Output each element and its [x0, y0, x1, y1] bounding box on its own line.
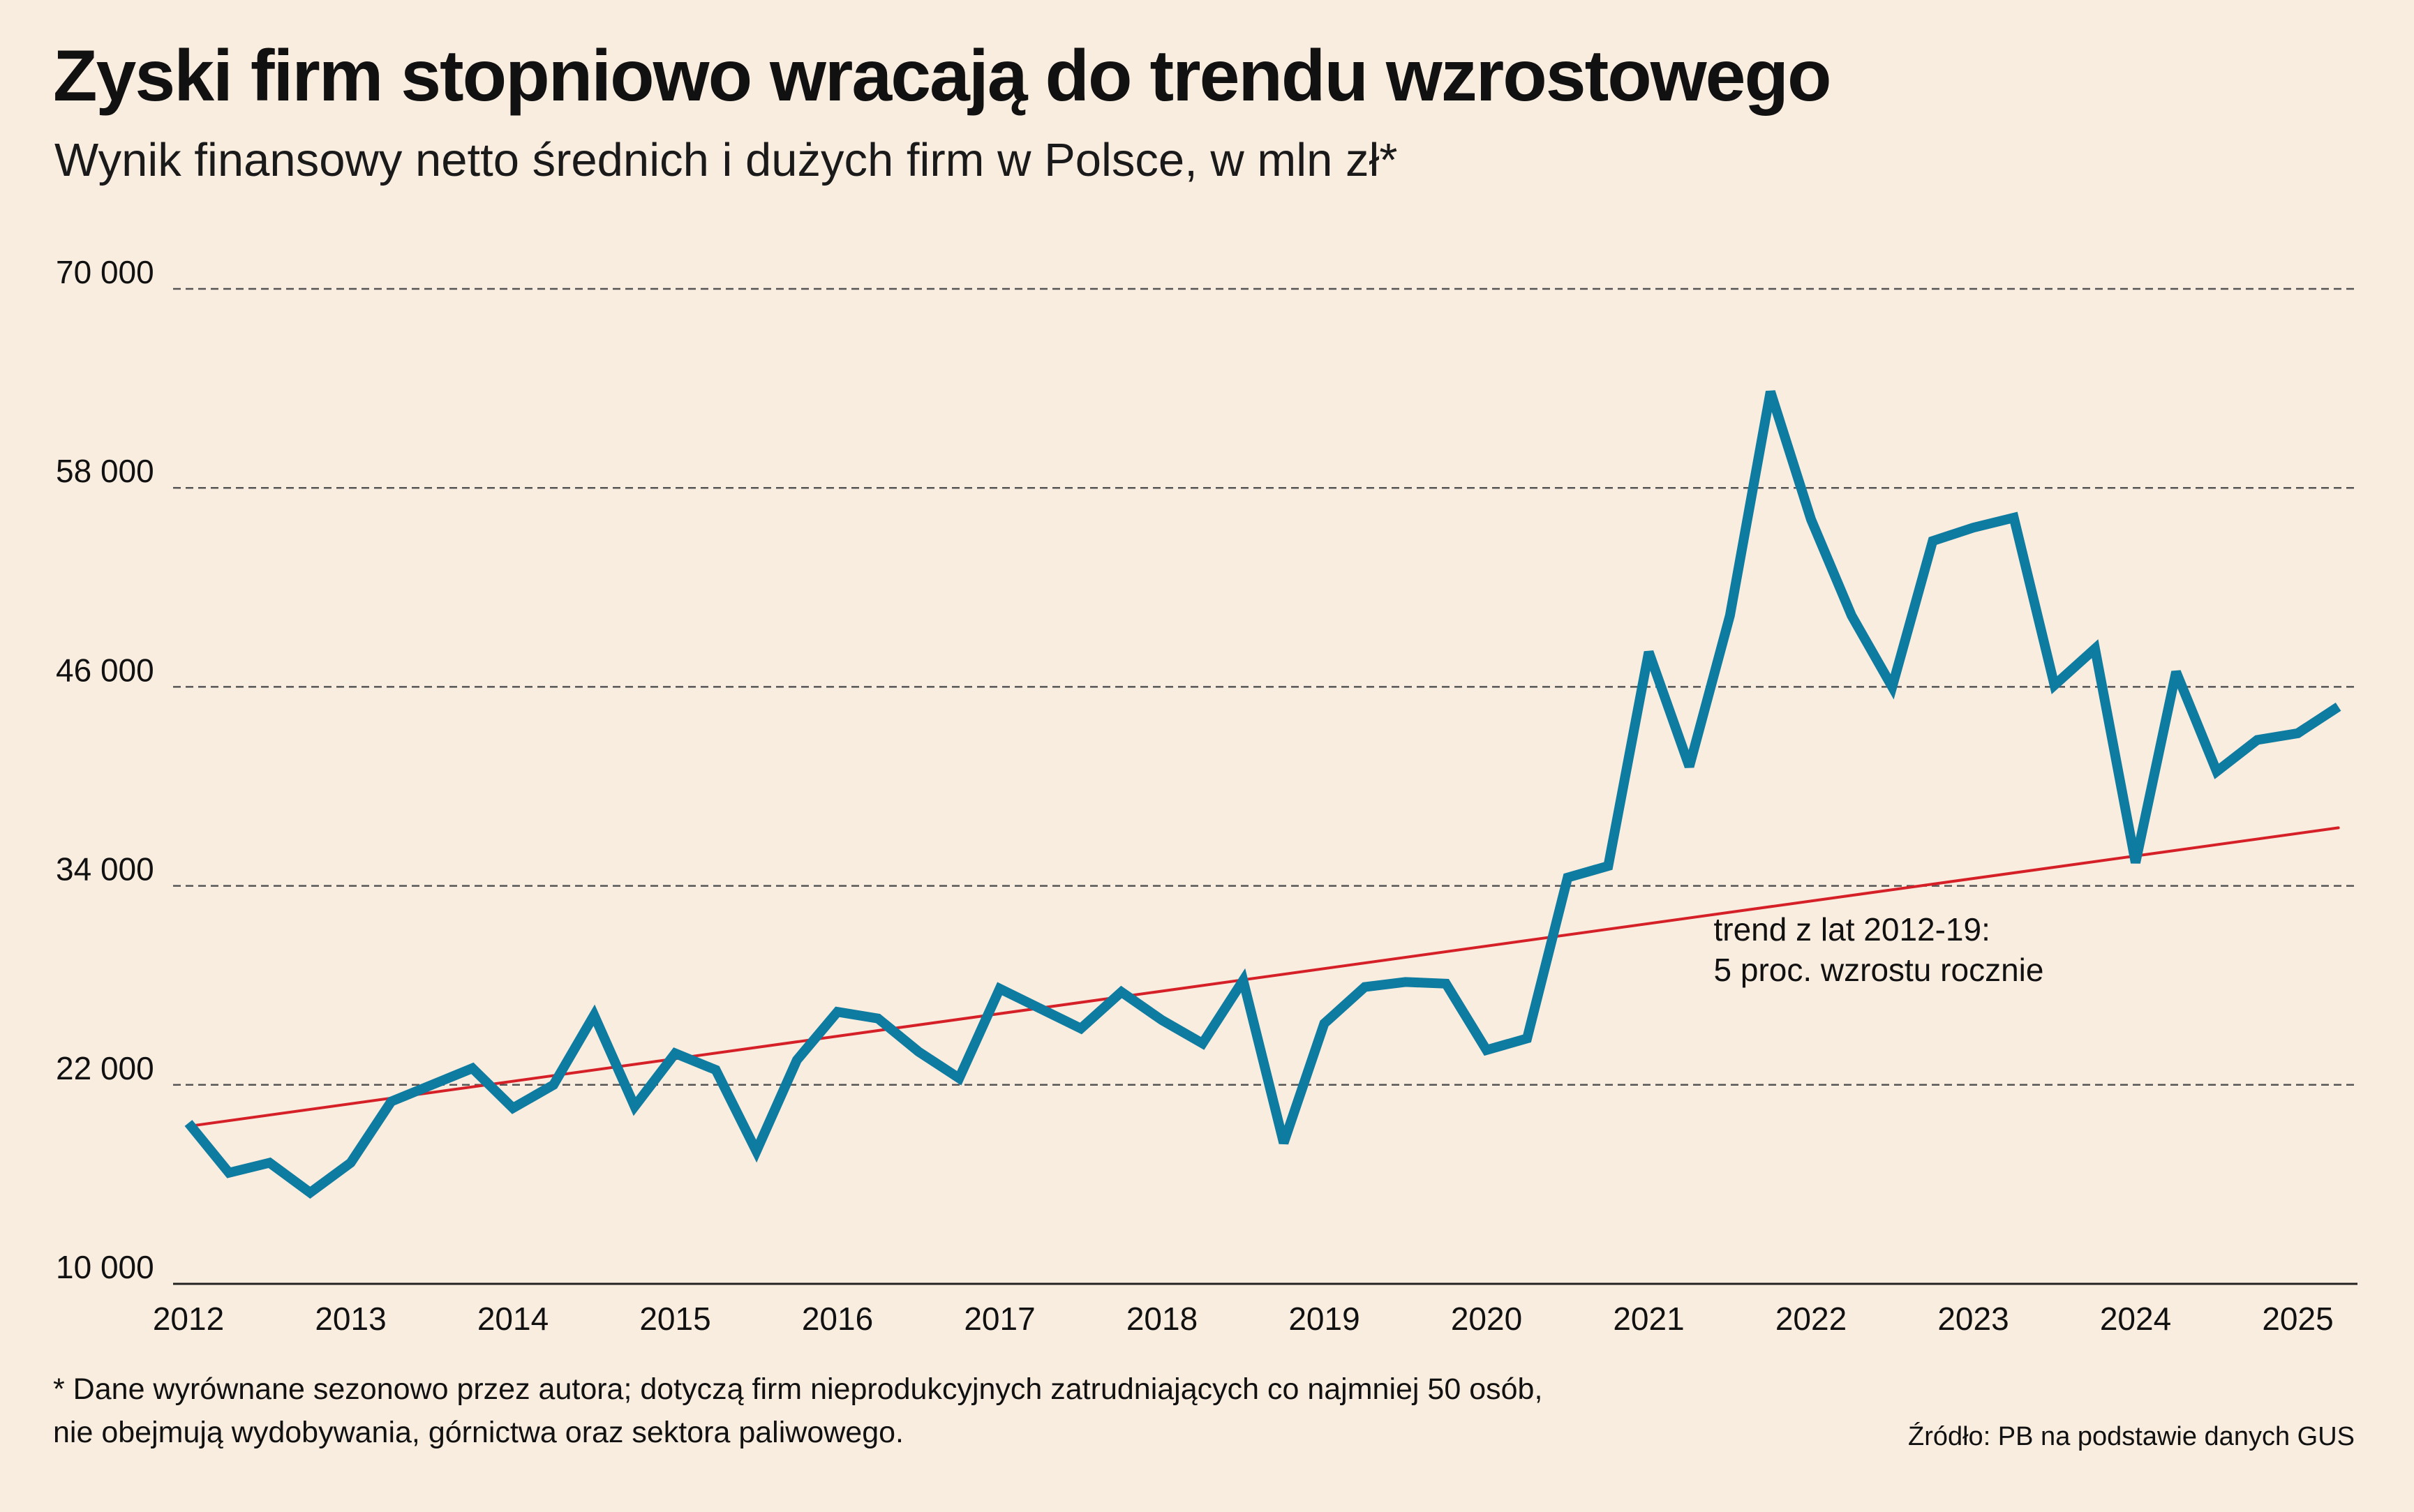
x-tick-label: 2014: [477, 1301, 549, 1337]
x-tick-label: 2019: [1288, 1301, 1359, 1337]
trend-annotation-line-2: 5 proc. wzrostu rocznie: [1714, 952, 2044, 988]
y-axis-labels: 10 000 22 000 34 000 46 000 58 000 70 000: [56, 254, 154, 1285]
x-tick-label: 2024: [2100, 1301, 2171, 1337]
footnote: * Dane wyrównane sezonowo przez autora; …: [53, 1368, 1542, 1454]
series-layer: [184, 390, 2341, 1199]
footnote-line-1: * Dane wyrównane sezonowo przez autora; …: [53, 1372, 1543, 1406]
x-tick-label: 2022: [1775, 1301, 1847, 1337]
x-tick-label: 2012: [153, 1301, 224, 1337]
x-tick-label: 2025: [2262, 1301, 2333, 1337]
x-tick-label: 2023: [1937, 1301, 2009, 1337]
y-tick-label: 10 000: [56, 1249, 154, 1285]
trend-line: [187, 826, 2340, 1128]
y-tick-label: 34 000: [56, 851, 154, 888]
x-tick-label: 2021: [1613, 1301, 1684, 1337]
chart-subtitle: Wynik finansowy netto średnich i dużych …: [54, 134, 1398, 186]
chart-title: Zyski firm stopniowo wracają do trendu w…: [53, 36, 1832, 117]
y-tick-label: 58 000: [56, 453, 154, 489]
x-tick-label: 2013: [315, 1301, 386, 1337]
x-tick-label: 2020: [1451, 1301, 1522, 1337]
x-axis-labels: 2012 2013 2014 2015 2016 2017 2018 2019 2020 2021…: [153, 1301, 2334, 1337]
line-chart: 10 000 22 000 34 000 46 000 58 000 70 000 201…: [56, 254, 2357, 1337]
source-note: Źródło: PB na podstawie danych GUS: [1907, 1422, 2355, 1451]
annotation-layer: trend z lat 2012-19: 5 proc. wzrostu rocz…: [1714, 911, 2044, 988]
x-tick-label: 2015: [639, 1301, 710, 1337]
footnote-line-2: nie obejmują wydobywania, górnictwa oraz…: [53, 1416, 904, 1449]
net-result-series-line: [184, 390, 2341, 1199]
x-tick-label: 2017: [964, 1301, 1035, 1337]
y-tick-label: 70 000: [56, 254, 154, 290]
y-tick-label: 22 000: [56, 1050, 154, 1086]
grid-layer: [173, 287, 2357, 1285]
trend-annotation-line-1: trend z lat 2012-19:: [1714, 911, 1990, 948]
x-tick-label: 2018: [1126, 1301, 1198, 1337]
y-tick-label: 46 000: [56, 652, 154, 688]
x-tick-label: 2016: [802, 1301, 873, 1337]
